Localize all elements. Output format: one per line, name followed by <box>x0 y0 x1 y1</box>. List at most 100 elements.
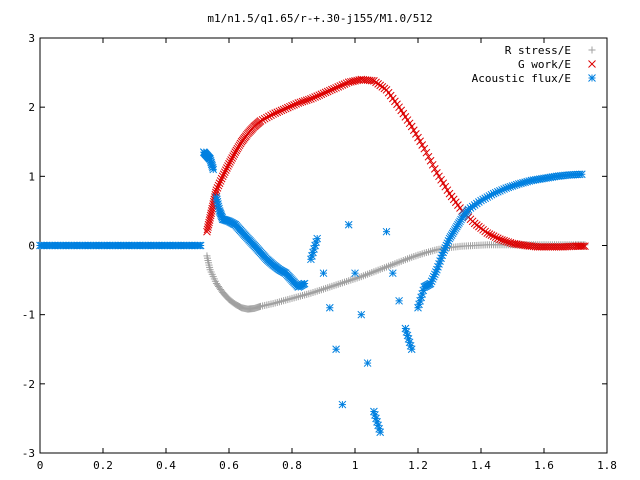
data-point <box>212 186 221 195</box>
x-tick-label: 1.8 <box>597 459 617 472</box>
data-point <box>209 165 218 174</box>
y-tick-label: 3 <box>28 32 35 45</box>
data-point <box>267 111 275 120</box>
data-point <box>487 231 496 239</box>
data-point <box>363 359 372 367</box>
data-point <box>205 216 214 224</box>
data-point <box>424 152 433 161</box>
data-point <box>260 114 269 123</box>
data-point <box>304 95 313 104</box>
data-point <box>207 207 216 215</box>
data-point <box>412 130 420 138</box>
data-point <box>226 158 234 166</box>
data-point <box>258 115 267 124</box>
data-point <box>302 96 311 105</box>
data-point <box>206 213 214 222</box>
data-point <box>207 209 216 218</box>
data-point <box>265 112 273 121</box>
data-point <box>215 179 224 188</box>
data-point <box>214 181 223 190</box>
data-point <box>581 242 589 251</box>
y-tick-label: 2 <box>28 101 35 114</box>
y-tick-label: 0 <box>28 240 35 253</box>
data-point <box>290 101 298 109</box>
data-point <box>579 242 588 251</box>
data-point <box>292 100 301 108</box>
data-point <box>217 174 226 183</box>
data-point <box>311 93 319 101</box>
data-point <box>300 97 309 105</box>
data-point <box>281 104 290 113</box>
data-point <box>357 310 366 319</box>
data-marks <box>36 75 589 437</box>
data-point <box>441 182 450 191</box>
data-point <box>351 269 359 278</box>
data-point <box>208 204 217 213</box>
x-tick-label: 0.6 <box>219 459 239 472</box>
data-point <box>407 345 416 354</box>
data-point <box>205 218 213 227</box>
data-point <box>203 225 212 234</box>
data-point <box>262 113 271 122</box>
x-tick-label: 1.6 <box>534 459 554 472</box>
data-point <box>498 236 506 244</box>
data-point <box>203 227 211 236</box>
data-point <box>395 296 403 305</box>
data-point <box>483 229 492 237</box>
data-point <box>277 106 286 115</box>
data-point <box>437 175 445 184</box>
data-point <box>336 82 345 90</box>
data-point <box>279 105 288 114</box>
data-point <box>334 83 343 91</box>
data-point <box>407 122 416 131</box>
data-point <box>271 109 280 118</box>
data-point <box>577 242 586 251</box>
data-point <box>321 88 330 97</box>
y-tick-label: -1 <box>22 309 35 322</box>
x-tick-label: 1.4 <box>471 459 491 472</box>
data-point <box>283 103 292 112</box>
data-point <box>317 90 326 99</box>
data-point <box>307 95 315 103</box>
legend-marker <box>588 46 596 54</box>
data-point <box>219 170 228 179</box>
data-point <box>409 126 418 135</box>
data-point <box>223 164 231 172</box>
data-point <box>340 80 349 88</box>
data-point <box>224 162 232 170</box>
x-tick-label: 0.8 <box>282 459 302 472</box>
data-point <box>382 227 391 236</box>
data-point <box>332 345 340 354</box>
data-point <box>485 230 494 238</box>
data-point <box>332 83 340 92</box>
data-point <box>491 233 500 242</box>
data-point <box>500 236 508 245</box>
data-point <box>325 303 334 312</box>
chart-title: m1/n1.5/q1.65/r-+.30-j155/M1.0/512 <box>207 12 432 25</box>
data-point <box>204 220 213 229</box>
x-tick-labels: 0 0.2 0.4 0.6 0.8 1 1.2 1.4 1.6 1.8 <box>37 459 617 472</box>
data-point <box>309 94 317 102</box>
data-point <box>376 428 385 437</box>
data-point <box>218 172 227 181</box>
data-point <box>319 269 328 278</box>
data-point <box>286 102 294 111</box>
legend-marker <box>588 74 596 82</box>
y-tick-label: -2 <box>22 378 35 391</box>
data-point <box>577 170 586 179</box>
data-point <box>502 237 511 246</box>
data-point <box>313 92 322 100</box>
data-point <box>220 168 229 177</box>
data-point <box>338 400 347 409</box>
data-point <box>330 84 338 93</box>
data-point <box>344 220 353 229</box>
data-point <box>225 160 233 168</box>
x-tick-label: 1 <box>352 459 359 472</box>
x-tick-label: 0.2 <box>93 459 113 472</box>
data-point <box>430 164 439 173</box>
data-point <box>493 234 502 243</box>
data-point <box>426 156 435 165</box>
data-point <box>418 141 427 149</box>
